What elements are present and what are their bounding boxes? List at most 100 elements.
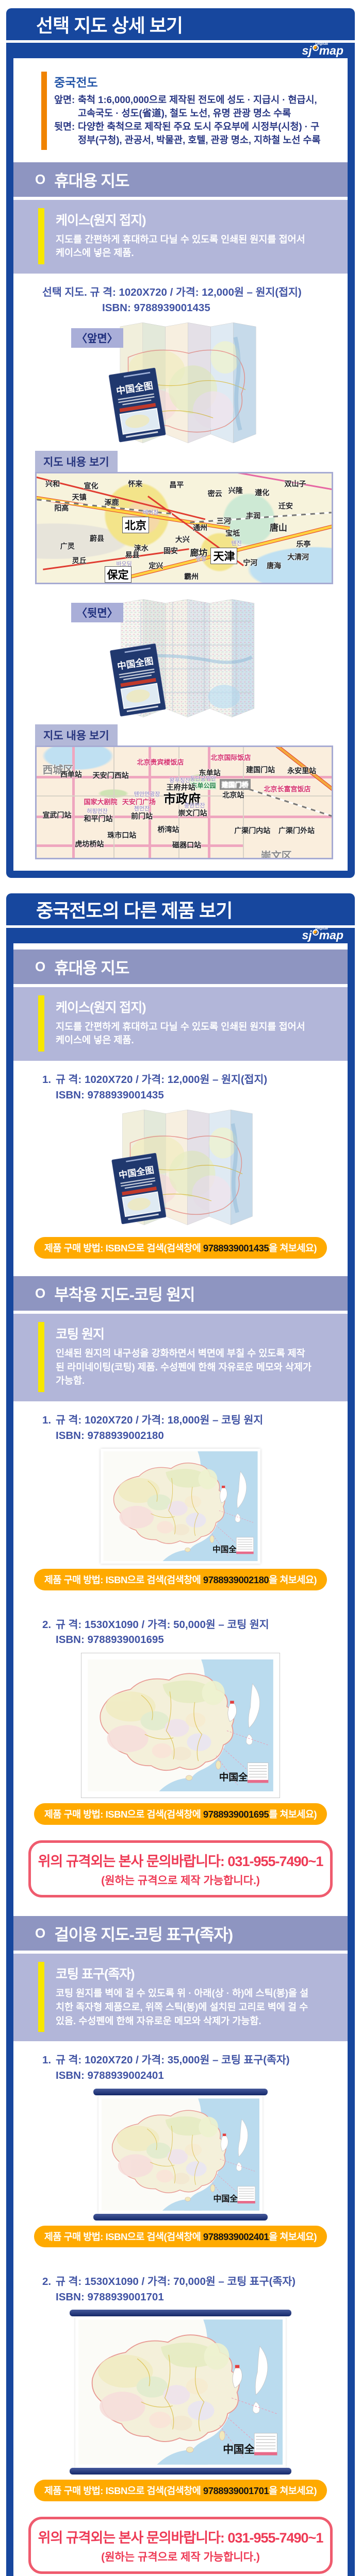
folded-product-figure xyxy=(13,1108,348,1232)
map-label: 市政府 xyxy=(163,792,201,807)
spec-item: 1. 규 격: 1020X720 / 가격: 12,000원 – 원지(접지) I… xyxy=(42,1072,332,1103)
folded-map-front-image xyxy=(95,1108,266,1232)
map-label: 廊坊 xyxy=(190,548,208,558)
hanging-rod-bottom xyxy=(93,2213,268,2221)
map-label: 定兴 xyxy=(149,562,163,570)
product-back-desc: 뒷면: 다양한 축척으로 제작된 주요 도시 주요부에 시정부(시청) · 구정… xyxy=(54,121,321,145)
coated-map-figure xyxy=(13,1448,348,1564)
section-header-coated: O 부착용 지도-코팅 원지 xyxy=(13,1276,348,1311)
map-label: 王府井站 xyxy=(166,783,195,792)
map-view-tab: 지도 내용 보기 xyxy=(35,450,118,472)
panel-other-products: 중국전도의 다른 제품 보기 Digital sj map O 휴대용 지도 케이스… xyxy=(6,893,355,2576)
map-label: 톈진 xyxy=(231,540,242,547)
map-label: 왕푸징잔 xyxy=(169,777,190,784)
map-label: 天安门广场 xyxy=(122,798,156,806)
hanging-map-large-figure xyxy=(13,2310,348,2475)
divider xyxy=(6,40,355,43)
map-label: 大兴 xyxy=(175,535,190,544)
isbn-text: ISBN: 9788939001701 xyxy=(56,2291,164,2303)
map-label: 첸먼잔 xyxy=(134,806,150,812)
map-label: 密云 xyxy=(207,489,222,498)
map-label: 通州 xyxy=(193,523,208,532)
map-label: 唐海 xyxy=(267,562,282,570)
china-map-image xyxy=(103,1451,258,1561)
sjmap-logo: Digital sj map xyxy=(302,41,343,57)
isbn-text: ISBN: 9788939001435 xyxy=(56,1089,164,1101)
map-label: 唐山 xyxy=(269,522,287,533)
isbn-text: ISBN: 9788939001435 xyxy=(102,301,210,314)
section-header-hanging-scroll: O 걸이용 지도-코팅 표구(족자) xyxy=(13,1916,348,1951)
map-label: 北京国际饭店 xyxy=(210,754,251,762)
logo-map-text: map xyxy=(319,43,343,57)
subsection-case: 케이스(원지 접지) 지도를 간편하게 휴대하고 다닐 수 있도록 인쇄된 원지… xyxy=(13,199,348,274)
map-label: 固安 xyxy=(163,546,178,555)
map-label: 国家大剧院 xyxy=(84,798,118,806)
map-label: 北京长富宫饭店 xyxy=(264,785,311,793)
map-label: 昌平 xyxy=(169,481,184,489)
map-label: 广渠门外站 xyxy=(278,826,315,835)
logo-sj-text: sj xyxy=(302,43,312,57)
coated-map-large-figure xyxy=(13,1653,348,1798)
map-label: 톈안먼광장 xyxy=(134,791,160,798)
map-label: 天津 xyxy=(210,547,238,564)
product-front-desc: 앞면: 축척 1:6,000,000으로 제작된 전도에 성도 · 지급시 · … xyxy=(54,94,317,118)
map-label: 崇文门站 xyxy=(178,808,207,817)
map-label: 霸州 xyxy=(184,572,199,581)
map-label: 베이징 xyxy=(142,510,159,516)
spec-selected-map: 선택 지도. 규 격: 1020X720 / 가격: 12,000원 – 원지(… xyxy=(42,285,332,315)
map-label: 蔚县 xyxy=(89,534,104,543)
map-label: 丰润 xyxy=(246,511,261,520)
map-label: 北京贵宾楼饭店 xyxy=(137,758,184,766)
map-label: 易县 xyxy=(125,551,140,560)
spec-item: 1. 규 격: 1020X720 / 가격: 18,000원 – 코팅 원지 IS… xyxy=(42,1413,332,1443)
map-label: 西城区 xyxy=(42,764,74,776)
purchase-method-pill: 제품 구매 방법: ISBN으로 검색(검색창에 9788939001701을 … xyxy=(34,2480,327,2502)
subsection-scroll: 코팅 표구(족자) 코팅 원지를 벽에 걸 수 있도록 위 · 아래(상 · 하… xyxy=(13,1954,348,2042)
section-header-portable-map: O 휴대용 지도 xyxy=(13,162,348,197)
purchase-method-pill: 제품 구매 방법: ISBN으로 검색(검색창에 9788939002401을 … xyxy=(34,2225,327,2247)
map-label: 阳高 xyxy=(54,503,69,512)
isbn-text: ISBN: 9788939002401 xyxy=(56,2070,164,2082)
hanging-rod-top xyxy=(93,2088,268,2095)
globe-icon xyxy=(312,929,319,936)
divider xyxy=(6,925,355,928)
map-label: 灵丘 xyxy=(72,556,87,565)
contact-phone: 위의 규격외는 본사 문의바랍니다: 031-955-7490~1 xyxy=(38,2530,324,2546)
map-label: 和平门站 xyxy=(84,814,113,823)
hanging-map-figure xyxy=(13,2088,348,2221)
map-label: 충원먼잔 xyxy=(184,802,205,809)
hanging-rod-bottom xyxy=(70,2468,291,2475)
map-label: 宁河 xyxy=(243,558,258,567)
back-fold-figure: 〈뒷면〉 xyxy=(13,598,348,724)
purchase-method-pill: 제품 구매 방법: ISBN으로 검색(검색창에 9788939002180을 … xyxy=(34,1568,327,1590)
back-badge: 〈뒷면〉 xyxy=(71,602,123,622)
map-label: 宣化 xyxy=(84,482,99,490)
panel-selected-map-detail: 선택 지도 상세 보기 Digital sj map 중국전도 앞면: 축척 1:6… xyxy=(6,8,355,878)
map-label: 珠市口站 xyxy=(107,831,137,839)
map-label: 乐亭 xyxy=(296,539,311,548)
map-label: 西单站 xyxy=(60,770,82,778)
map-label: 랑팡 xyxy=(195,555,207,562)
map-label: 东单站 xyxy=(199,769,221,777)
purchase-method-pill: 제품 구매 방법: ISBN으로 검색(검색창에 9788939001435을 … xyxy=(34,1236,327,1259)
map-label: 桥湾站 xyxy=(157,825,179,834)
map-label: 北京 xyxy=(122,517,149,534)
map-label: 涿鹿 xyxy=(104,498,119,507)
map-label: 天安门西站 xyxy=(92,771,129,779)
map-label: 兴和 xyxy=(45,480,60,488)
isbn-text: ISBN: 9788939002180 xyxy=(56,1429,164,1442)
globe-icon xyxy=(312,44,319,51)
panel1-title: 선택 지도 상세 보기 xyxy=(36,15,183,36)
section-marker: O xyxy=(35,171,45,187)
contact-box: 위의 규격외는 본사 문의바랍니다: 031-955-7490~1 (원하는 규… xyxy=(28,2517,333,2574)
map-sample-beijing-region: 北京 天津 保定 宣化 怀来 昌平 密云 遵化 迁安 唐山 通州 大兴 廊坊 涿鹿 蔚县 易县 霸州 乐亭 宝坻 兴和… xyxy=(35,471,333,584)
map-label: 兴隆 xyxy=(228,486,243,495)
map-label: 广渠门内站 xyxy=(234,826,271,835)
china-map-image xyxy=(102,2098,259,2211)
china-map-image xyxy=(78,2319,283,2465)
map-label: 宣武门站 xyxy=(42,811,72,820)
map-label: 바오딩 xyxy=(116,561,132,568)
section-title: 휴대용 지도 xyxy=(54,172,129,190)
map-label: 磁器口站 xyxy=(172,841,202,850)
spec-item: 1. 규 격: 1020X720 / 가격: 35,000원 – 코팅 표구(족자… xyxy=(42,2053,332,2083)
